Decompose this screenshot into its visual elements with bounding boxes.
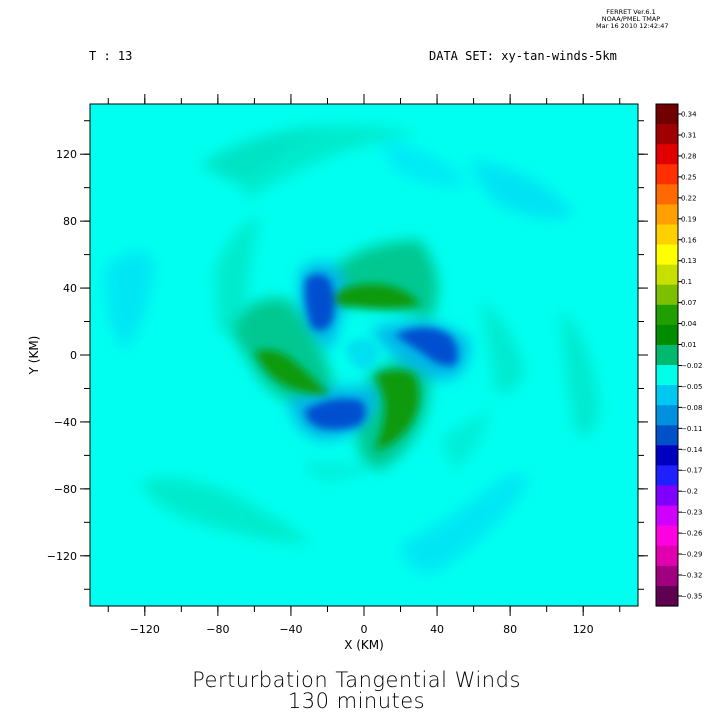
x-tick-label: 80 — [503, 623, 517, 636]
y-tick-label: 120 — [56, 148, 77, 161]
colorbar-swatch — [656, 324, 678, 346]
colorbar-tick-label: −0.29 — [681, 551, 702, 559]
colorbar-swatch — [656, 244, 678, 266]
field-features — [105, 125, 600, 573]
colorbar-tick-label: −0.2 — [681, 488, 698, 496]
y-tick-label: −40 — [54, 416, 77, 429]
colorbar-tick-label: 0.25 — [681, 173, 697, 181]
colorbar-swatch — [656, 104, 678, 125]
colorbar-tick-label: 0.04 — [681, 320, 697, 328]
ferret-stamp: FERRET Ver.6.1 NOAA/PMEL TMAP Mar 16 201… — [596, 8, 669, 30]
colorbar-swatch — [656, 545, 678, 567]
green-arm-north — [320, 284, 420, 309]
dataset-label: DATA SET: xy-tan-winds-5km — [429, 49, 617, 63]
y-tick-label: 0 — [70, 349, 77, 362]
colorbar-swatch — [656, 224, 678, 246]
colorbar-tick-label: −0.02 — [681, 362, 702, 370]
outer-band-teal — [560, 310, 600, 437]
x-tick-label: −40 — [279, 623, 302, 636]
blue-center — [345, 338, 379, 370]
outer-band-teal — [200, 125, 330, 185]
outer-band-blue — [105, 252, 155, 350]
x-tick-label: −120 — [130, 623, 160, 636]
stamp-line-1: FERRET Ver.6.1 — [606, 8, 656, 16]
blue-arm-south — [305, 398, 366, 430]
outer-band-blue — [380, 140, 470, 186]
colorbar-tick-label: 0.22 — [681, 194, 697, 202]
colorbar-tick-label: 0.01 — [681, 341, 697, 349]
stamp-line-3: Mar 16 2010 12:42:47 — [596, 22, 669, 30]
x-axis-title: X (KM) — [344, 638, 384, 652]
colorbar-tick-label: −0.11 — [681, 425, 702, 433]
colorbar-tick-label: −0.32 — [681, 572, 702, 580]
colorbar-tick-label: 0.31 — [681, 131, 697, 139]
colorbar-tick-label: −0.17 — [681, 467, 702, 475]
colorbar-tick-label: −0.14 — [681, 446, 703, 454]
chart-title: Perturbation Tangential Winds — [192, 668, 521, 692]
green-arm-west — [255, 349, 330, 395]
colorbar-swatch — [656, 164, 678, 185]
heatmap-chart: −120 −80 −40 0 40 80 120 120 80 40 0 −40 −80 −120 X … — [27, 94, 703, 652]
green-arm-south — [375, 370, 419, 450]
y-tick-label: 40 — [63, 282, 77, 295]
colorbar: 0.34 0.31 0.28 0.25 0.22 0.19 0.16 0.13 0.1 0.07 0… — [655, 103, 703, 607]
colorbar-tick-label: −0.26 — [681, 530, 703, 538]
colorbar-tick-label: −0.05 — [681, 383, 702, 391]
colorbar-swatch — [656, 304, 678, 326]
colorbar-swatch — [656, 284, 678, 306]
outer-band-teal — [215, 215, 260, 333]
time-label: T : 13 — [89, 49, 133, 63]
colorbar-tick-label: 0.34 — [681, 111, 697, 119]
x-tick-label: −80 — [206, 623, 229, 636]
colorbar-swatch — [656, 585, 678, 607]
y-axis: 120 80 40 0 −40 −80 −120 — [47, 120, 648, 590]
outer-band-teal — [140, 478, 310, 545]
x-tick-label: 0 — [361, 623, 368, 636]
y-tick-label: −80 — [54, 483, 77, 496]
blue-arm-north — [304, 274, 335, 331]
y-tick-label: 80 — [63, 215, 77, 228]
colorbar-swatch — [656, 385, 678, 406]
colorbar-tick-label: −0.08 — [681, 404, 702, 412]
colorbar-swatch — [656, 485, 678, 507]
colorbar-tick-label: 0.16 — [681, 236, 697, 244]
colorbar-swatch — [656, 405, 678, 426]
outer-band-blue — [400, 475, 530, 573]
colorbar-tick-label: −0.23 — [681, 509, 702, 517]
colorbar-swatch — [656, 124, 678, 145]
colorbar-swatch — [656, 465, 678, 487]
stamp-line-2: NOAA/PMEL TMAP — [601, 15, 661, 23]
colorbar-swatch — [656, 264, 678, 286]
colorbar-swatch — [656, 365, 678, 386]
blue-arm-east — [395, 327, 458, 366]
x-tick-label: 40 — [430, 623, 444, 636]
x-tick-label: 120 — [573, 623, 594, 636]
outer-band-teal — [480, 300, 525, 393]
y-axis-title: Y (KM) — [27, 336, 41, 376]
colorbar-tick-label: 0.19 — [681, 215, 697, 223]
colorbar-swatch — [656, 445, 678, 467]
colorbar-swatch — [656, 565, 678, 587]
outer-band-teal — [440, 410, 490, 470]
colorbar-swatch — [656, 144, 678, 165]
colorbar-tick-label: 0.13 — [681, 257, 697, 265]
chart-subtitle: 130 minutes — [287, 689, 426, 713]
colorbar-swatch — [656, 184, 678, 205]
x-axis: −120 −80 −40 0 40 80 120 — [107, 94, 621, 636]
colorbar-tick-label: −0.35 — [681, 592, 702, 600]
colorbar-tick-label: 0.1 — [681, 278, 692, 286]
colorbar-frame — [655, 103, 679, 607]
colorbar-swatch — [656, 344, 678, 366]
colorbar-swatch — [656, 505, 678, 527]
outer-band-teal — [300, 460, 380, 480]
colorbar-swatch — [656, 425, 678, 446]
colorbar-tick-label: 0.28 — [681, 152, 697, 160]
colorbar-swatch — [656, 525, 678, 547]
y-tick-label: −120 — [47, 550, 77, 563]
colorbar-swatch — [656, 204, 678, 226]
outer-band-blue — [470, 160, 575, 219]
colorbar-tick-label: 0.07 — [681, 299, 697, 307]
